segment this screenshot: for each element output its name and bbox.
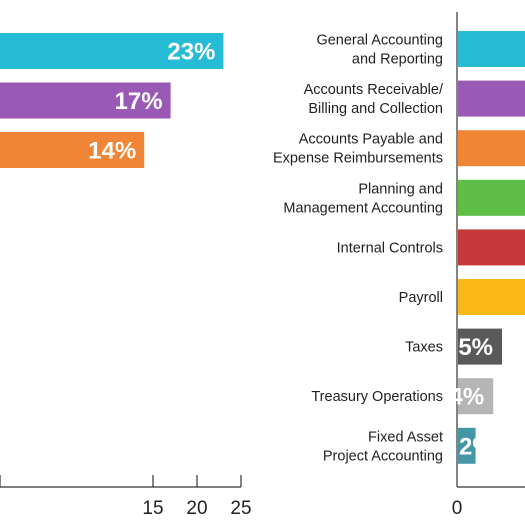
left-bar-label-3: 14% (88, 138, 136, 165)
right-bar-5 (458, 229, 525, 266)
left-bar-3 (0, 132, 145, 168)
left-x-tick-label-1: 15 (142, 498, 163, 519)
category-label-4-line-1: Planning and (358, 181, 443, 197)
right-bar-label-8: 4% (450, 384, 485, 411)
right-bar-label-9: 2% (459, 433, 494, 460)
right-bar-9 (458, 427, 476, 464)
right-x-tick-label-1: 0 (452, 498, 463, 519)
category-label-7-line-1: Taxes (405, 340, 443, 356)
category-label-5-line-1: Internal Controls (337, 240, 443, 256)
category-label-8-line-1: Treasury Operations (311, 389, 443, 405)
category-label-4-line-2: Management Accounting (283, 200, 443, 216)
right-bar-3 (458, 130, 525, 167)
category-label-1-line-1: General Accounting (316, 33, 443, 49)
category-label-2-line-1: Accounts Receivable/ (304, 82, 444, 98)
category-label-3-line-2: Expense Reimbursements (273, 151, 443, 167)
right-bar-label-7: 5% (458, 334, 493, 361)
category-label-6-line-1: Payroll (399, 290, 443, 306)
left-bar-label-1: 23% (167, 39, 215, 66)
right-bar-4 (458, 179, 525, 216)
left-x-tick-label-2: 20 (186, 498, 207, 519)
right-bar-2 (458, 80, 525, 117)
right-bar-7 (458, 328, 502, 365)
right-bar-1 (458, 31, 525, 67)
left-bar-1 (0, 33, 224, 69)
right-bar-6 (458, 279, 525, 315)
left-bar-label-2: 17% (115, 88, 163, 115)
left-x-tick-label-3: 25 (230, 498, 251, 519)
category-label-9-line-1: Fixed Asset (368, 429, 443, 445)
category-label-1-line-2: and Reporting (352, 52, 443, 68)
category-label-9-line-2: Project Accounting (323, 448, 443, 464)
category-label-3-line-1: Accounts Payable and (299, 132, 443, 148)
right-bar-8 (458, 378, 494, 415)
category-label-2-line-2: Billing and Collection (308, 101, 443, 117)
left-bar-2 (0, 82, 171, 119)
